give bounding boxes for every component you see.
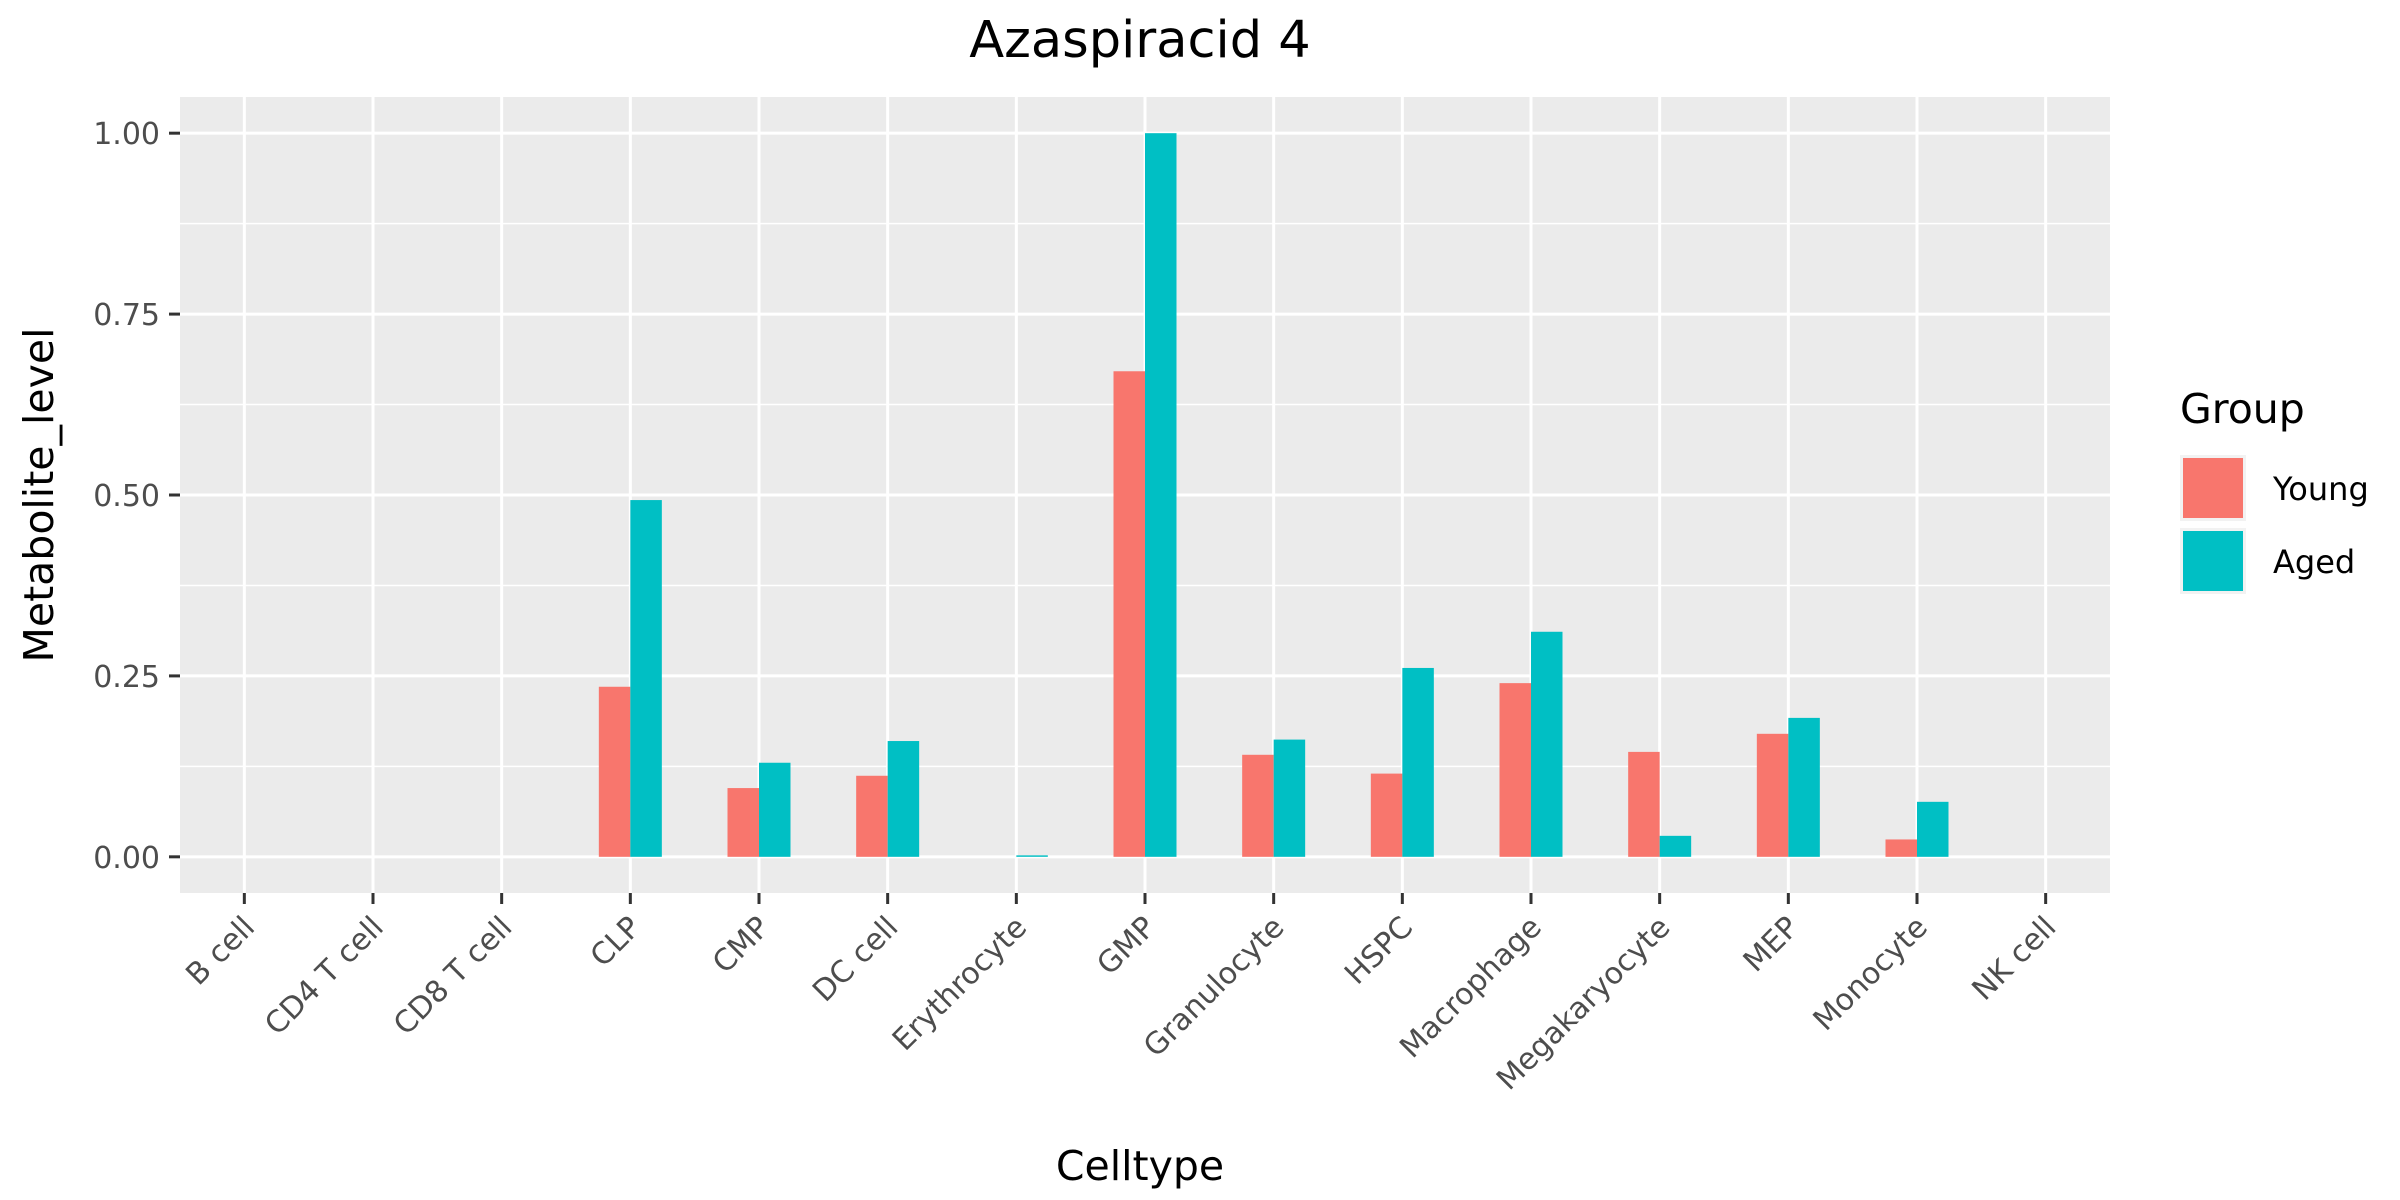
bar-young-clp <box>598 686 631 857</box>
bar-aged-dc-cell <box>887 741 920 857</box>
bar-young-dc-cell <box>856 775 888 857</box>
x-tick-label: MEP <box>1737 910 1806 979</box>
bars <box>212 133 2078 857</box>
x-axis-title: Celltype <box>1056 1142 1224 1190</box>
x-tick-label: CMP <box>706 910 777 981</box>
bar-young-megakaryocyte <box>1628 751 1660 857</box>
bar-aged-hspc <box>1402 667 1434 857</box>
bar-young-cmp <box>727 788 759 857</box>
bar-aged-mep <box>1788 717 1820 857</box>
bar-young-gmp <box>1113 371 1145 857</box>
y-tick-label: 0.25 <box>93 660 160 695</box>
bar-young-macrophage <box>1499 683 1531 857</box>
legend-label-young: Young <box>2272 470 2369 508</box>
bar-young-monocyte <box>1885 839 1917 857</box>
x-tick-label: Erythrocyte <box>886 910 1034 1058</box>
chart-title: Azaspiracid 4 <box>969 11 1311 70</box>
legend: Group Young Aged <box>2180 385 2369 594</box>
x-tick-label: HSPC <box>1338 910 1420 992</box>
bar-aged-clp <box>630 500 662 857</box>
bar-young-granulocyte <box>1242 754 1274 857</box>
bar-aged-erythrocyte <box>1016 855 1048 857</box>
bar-aged-cmp <box>759 762 791 857</box>
bar-young-hspc <box>1370 773 1403 857</box>
y-axis: 0.00 0.25 0.50 0.75 1.00 <box>93 117 180 876</box>
x-tick-label: CD4 T cell <box>258 910 390 1042</box>
x-tick-label: GMP <box>1090 910 1162 982</box>
bar-aged-macrophage <box>1531 631 1563 857</box>
legend-label-aged: Aged <box>2273 543 2355 581</box>
y-tick-label: 0.75 <box>93 298 160 333</box>
y-tick-label: 0.00 <box>93 841 160 876</box>
x-tick-label: CD8 T cell <box>387 910 519 1042</box>
x-tick-label: DC cell <box>806 910 905 1009</box>
x-tick-label: CLP <box>584 910 648 974</box>
bar-aged-monocyte <box>1917 801 1949 857</box>
x-tick-label: B cell <box>179 910 262 993</box>
legend-swatch-young <box>2183 458 2243 518</box>
y-tick-label: 1.00 <box>93 117 160 152</box>
bar-young-mep <box>1756 733 1789 857</box>
legend-swatch-aged <box>2183 531 2243 591</box>
bar-aged-megakaryocyte <box>1659 835 1692 857</box>
y-tick-label: 0.50 <box>93 479 160 514</box>
y-axis-title: Metabolite_level <box>15 328 63 663</box>
bar-aged-granulocyte <box>1273 739 1306 857</box>
x-tick-label: NK cell <box>1966 910 2064 1008</box>
x-tick-label: Monocyte <box>1807 910 1935 1038</box>
legend-title: Group <box>2180 385 2305 433</box>
bar-aged-gmp <box>1145 133 1177 857</box>
